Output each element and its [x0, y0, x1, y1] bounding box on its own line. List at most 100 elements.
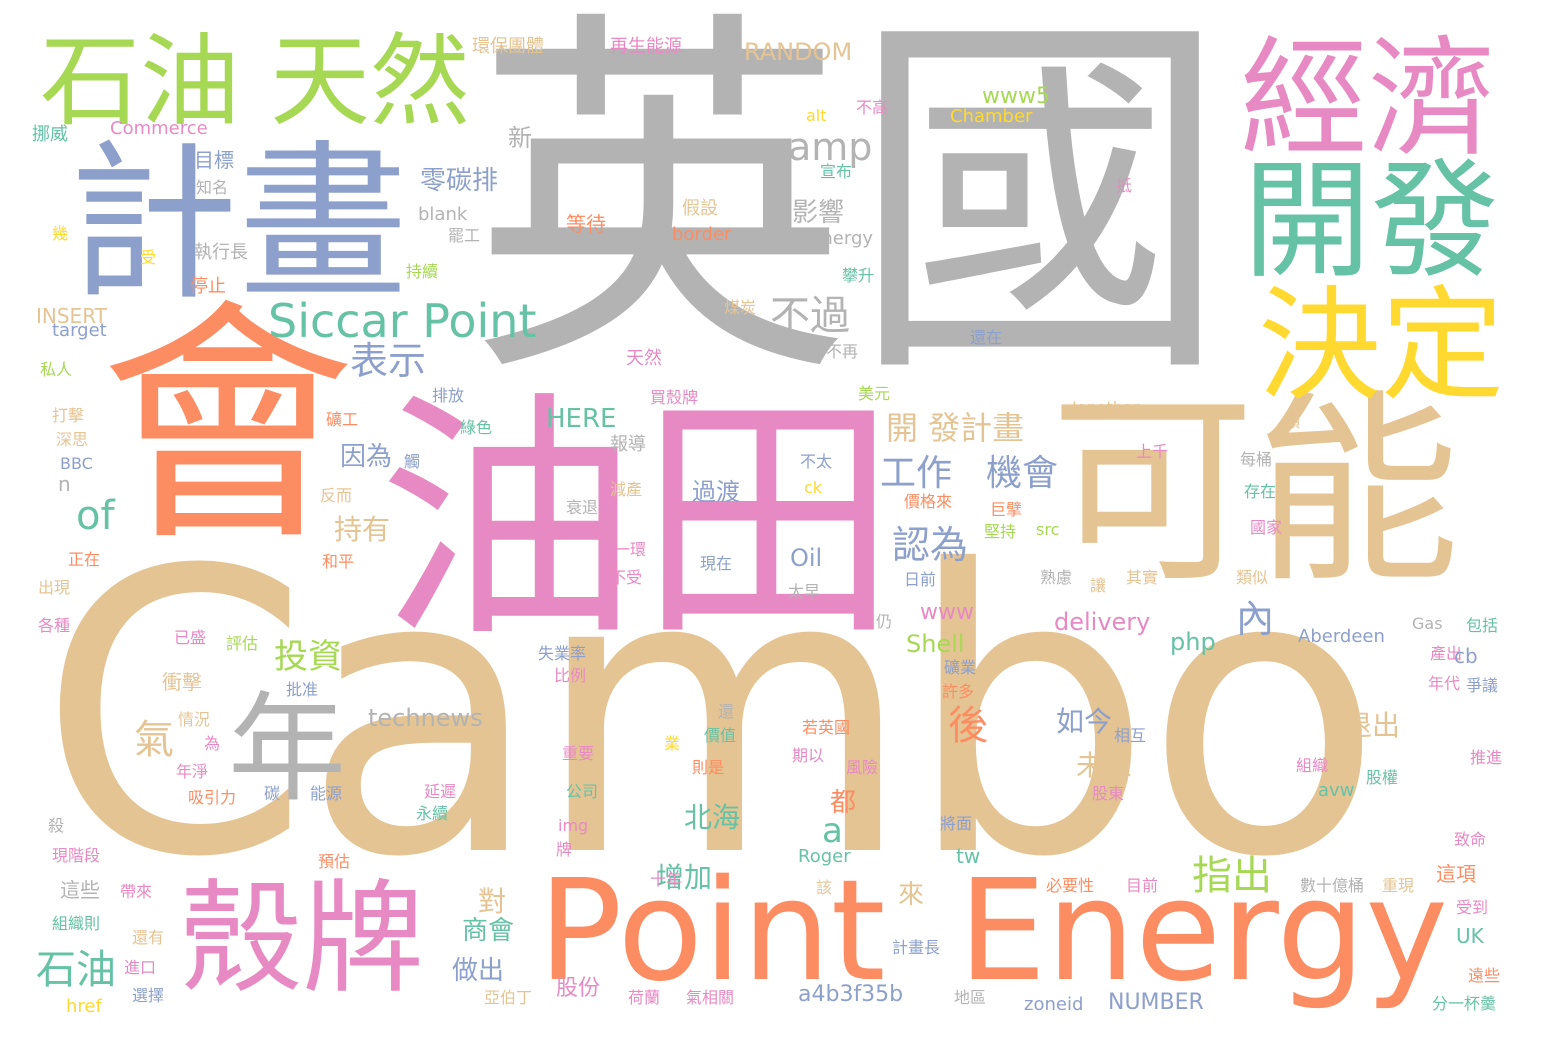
word-cloud-word: 吸引力	[188, 788, 237, 807]
word-cloud-word: 石油	[36, 947, 116, 993]
word-cloud-word: 巨擘	[990, 500, 1023, 519]
word-cloud-word: 頗	[1284, 412, 1301, 431]
word-cloud-word: UK	[1456, 924, 1484, 948]
word-cloud-word: BBC	[60, 454, 93, 473]
word-cloud-word: 都	[830, 788, 857, 818]
word-cloud-word: 再生能源	[610, 36, 682, 57]
word-cloud-word: php	[1170, 628, 1216, 656]
word-cloud-word: 熟慮	[1040, 568, 1073, 587]
word-cloud-word: 一環	[614, 540, 647, 559]
word-cloud-word: 報導	[610, 434, 646, 455]
word-cloud-word: 遠些	[1468, 966, 1501, 985]
word-cloud-word: 則是	[692, 758, 725, 777]
word-cloud-word: 太早	[788, 582, 821, 601]
word-cloud-word: alt	[806, 106, 827, 125]
word-cloud-word: 持續	[406, 262, 439, 281]
word-cloud-word: Cambo	[38, 488, 1383, 942]
word-cloud-word: 國家	[1250, 518, 1283, 537]
word-cloud-word: INSERT	[36, 304, 107, 328]
word-cloud-word: 不太	[800, 452, 833, 471]
word-cloud-word: 爭議	[1466, 676, 1499, 695]
word-cloud-word: 宣布	[820, 162, 853, 181]
word-cloud-word: 價值	[704, 726, 737, 745]
word-cloud-word: 衰退	[566, 498, 599, 517]
word-cloud-word: 氣相關	[686, 988, 735, 1007]
word-cloud-word: 永續	[416, 804, 449, 823]
word-cloud-word: 會	[100, 279, 356, 576]
word-cloud-word: NUMBER	[1108, 990, 1204, 1015]
word-cloud-word: 挪威	[32, 124, 68, 145]
word-cloud-word: 十年	[650, 870, 683, 889]
word-cloud-word: 目標	[194, 148, 234, 172]
word-cloud-word: 碳	[264, 784, 281, 803]
word-cloud-word: 延遲	[424, 782, 457, 801]
word-cloud-word: 開發	[1243, 147, 1500, 296]
word-cloud-word: 影響	[792, 198, 845, 228]
word-cloud-word: a4b3f35b	[798, 982, 904, 1007]
word-cloud-word: tw	[956, 844, 981, 868]
word-cloud-word: www5	[982, 84, 1050, 109]
word-cloud-word: Gas	[1412, 614, 1443, 633]
word-cloud-word: 失業率	[538, 644, 587, 663]
word-cloud-word: 認為	[892, 523, 969, 567]
word-cloud-word: 股東	[1092, 784, 1125, 803]
word-cloud-word: 表示	[350, 339, 427, 383]
word-cloud-word: Energy	[958, 850, 1449, 1013]
word-cloud-word: 其實	[1126, 568, 1159, 587]
word-cloud-word: 推進	[1470, 748, 1503, 767]
word-cloud-word: HERE	[546, 404, 617, 434]
word-cloud-word: 還	[718, 702, 735, 721]
word-cloud-word: 綠色	[460, 418, 493, 437]
word-cloud-word: 比例	[554, 666, 587, 685]
word-cloud-word: 未來	[1076, 749, 1133, 782]
word-cloud-word: 出現	[38, 578, 71, 597]
word-cloud-word: Roger	[798, 846, 851, 867]
word-cloud-word: 反而	[320, 486, 353, 505]
word-cloud-word: 殼牌	[180, 868, 424, 1010]
word-cloud-word: 計畫長	[892, 938, 941, 957]
word-cloud-word: 美元	[858, 384, 891, 403]
word-cloud-word: 年代	[1428, 674, 1461, 693]
word-cloud-word: 退出	[1344, 709, 1401, 742]
word-cloud-word: 計畫	[68, 126, 409, 324]
word-cloud-word: 增加	[656, 861, 713, 894]
word-cloud-word: 商會	[462, 916, 515, 946]
word-cloud-word: 還在	[970, 328, 1003, 347]
word-cloud-word: 深思	[56, 430, 89, 449]
word-cloud-word: 衝擊	[162, 670, 202, 694]
word-cloud-word: 罷工	[448, 226, 481, 245]
word-cloud-word: Jonathan	[1072, 398, 1143, 417]
word-cloud-word: 環保團體	[472, 36, 544, 57]
word-cloud-word: 抵	[1116, 176, 1133, 195]
word-cloud-word: 現階段	[52, 846, 101, 865]
word-cloud-word: 目前	[1126, 876, 1159, 895]
word-cloud-word: 日前	[904, 570, 937, 589]
word-cloud-word: src	[1036, 520, 1060, 539]
word-cloud-word: 持有	[334, 513, 391, 546]
word-cloud-word: Oil	[790, 544, 823, 572]
word-cloud-word: 對	[478, 885, 507, 918]
word-cloud-word: 股權	[1366, 768, 1399, 787]
word-cloud-word: 許多	[942, 682, 975, 701]
word-cloud-word: 買殼牌	[650, 388, 699, 407]
word-cloud-word: 開 發計畫	[886, 409, 1025, 447]
word-cloud-word: 機會	[986, 453, 1059, 494]
word-cloud-word: blank	[418, 204, 468, 225]
word-cloud-word: 煤炭	[724, 298, 757, 317]
word-cloud-word: zoneid	[1024, 994, 1084, 1015]
word-cloud-word: 油田	[378, 371, 898, 673]
word-cloud-word: 公司	[566, 782, 599, 801]
word-cloud-word: 進口	[124, 958, 157, 977]
word-cloud-word: Energy	[810, 228, 874, 249]
word-cloud-word: 相互	[1114, 726, 1147, 745]
word-cloud-word: 不過	[770, 293, 850, 339]
word-cloud-word: 仍	[876, 612, 893, 631]
word-cloud-word: 這項	[1436, 862, 1476, 886]
word-cloud-word: 必要性	[1046, 876, 1095, 895]
word-cloud-word: 零碳排	[420, 166, 499, 196]
word-cloud-word: 若英國	[802, 718, 851, 737]
word-cloud-word: Siccar Point	[268, 294, 537, 348]
word-cloud-word: 為	[204, 734, 221, 753]
word-cloud-word: 已盛	[174, 628, 207, 647]
